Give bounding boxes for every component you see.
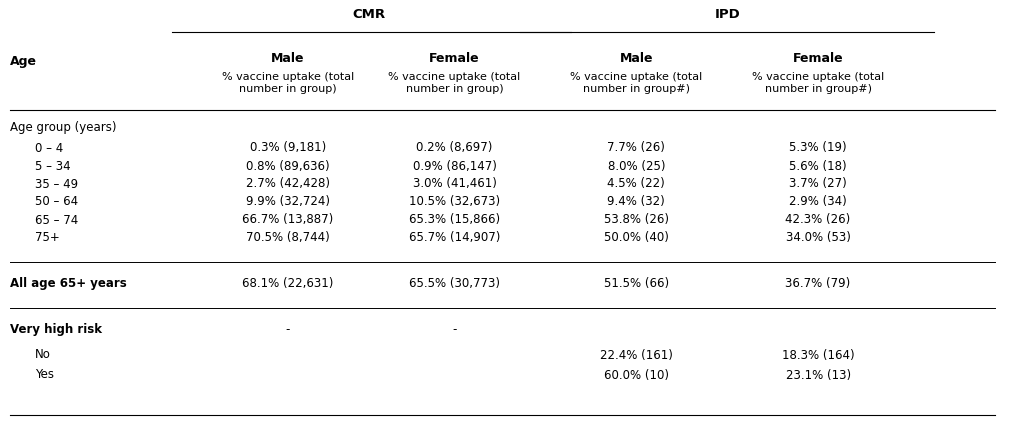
Text: 35 – 49: 35 – 49 [35, 178, 79, 190]
Text: 2.7% (42,428): 2.7% (42,428) [245, 178, 330, 190]
Text: 65.5% (30,773): 65.5% (30,773) [409, 276, 500, 290]
Text: 50.0% (40): 50.0% (40) [604, 231, 669, 245]
Text: % vaccine uptake (total
number in group#): % vaccine uptake (total number in group#… [571, 72, 702, 95]
Text: 65.7% (14,907): 65.7% (14,907) [409, 231, 500, 245]
Text: 5.6% (18): 5.6% (18) [789, 159, 847, 173]
Text: Female: Female [793, 52, 843, 65]
Text: 2.9% (34): 2.9% (34) [789, 196, 847, 208]
Text: 53.8% (26): 53.8% (26) [604, 213, 669, 227]
Text: 10.5% (32,673): 10.5% (32,673) [409, 196, 500, 208]
Text: 60.0% (10): 60.0% (10) [604, 368, 669, 382]
Text: IPD: IPD [714, 9, 740, 21]
Text: 0.8% (89,636): 0.8% (89,636) [246, 159, 329, 173]
Text: 9.9% (32,724): 9.9% (32,724) [245, 196, 330, 208]
Text: 75+: 75+ [35, 231, 61, 245]
Text: -: - [286, 323, 290, 337]
Text: CMR: CMR [352, 9, 385, 21]
Text: 65 – 74: 65 – 74 [35, 213, 79, 227]
Text: 66.7% (13,887): 66.7% (13,887) [242, 213, 333, 227]
Text: 0.2% (8,697): 0.2% (8,697) [416, 141, 493, 155]
Text: Very high risk: Very high risk [10, 323, 102, 337]
Text: 22.4% (161): 22.4% (161) [600, 348, 673, 362]
Text: Male: Male [619, 52, 653, 65]
Text: All age 65+ years: All age 65+ years [10, 276, 127, 290]
Text: % vaccine uptake (total
number in group): % vaccine uptake (total number in group) [222, 72, 354, 95]
Text: % vaccine uptake (total
number in group#): % vaccine uptake (total number in group#… [752, 72, 884, 95]
Text: % vaccine uptake (total
number in group): % vaccine uptake (total number in group) [389, 72, 520, 95]
Text: Age group (years): Age group (years) [10, 121, 116, 135]
Text: 51.5% (66): 51.5% (66) [604, 276, 669, 290]
Text: Female: Female [429, 52, 480, 65]
Text: 0 – 4: 0 – 4 [35, 141, 64, 155]
Text: 4.5% (22): 4.5% (22) [607, 178, 666, 190]
Text: 50 – 64: 50 – 64 [35, 196, 79, 208]
Text: 42.3% (26): 42.3% (26) [786, 213, 850, 227]
Text: -: - [452, 323, 457, 337]
Text: 3.0% (41,461): 3.0% (41,461) [412, 178, 497, 190]
Text: 36.7% (79): 36.7% (79) [786, 276, 850, 290]
Text: 8.0% (25): 8.0% (25) [608, 159, 665, 173]
Text: Age: Age [10, 55, 37, 69]
Text: Male: Male [271, 52, 305, 65]
Text: 70.5% (8,744): 70.5% (8,744) [246, 231, 329, 245]
Text: 7.7% (26): 7.7% (26) [607, 141, 666, 155]
Text: 65.3% (15,866): 65.3% (15,866) [409, 213, 500, 227]
Text: No: No [35, 348, 52, 362]
Text: 34.0% (53): 34.0% (53) [786, 231, 850, 245]
Text: 68.1% (22,631): 68.1% (22,631) [242, 276, 333, 290]
Text: 0.3% (9,181): 0.3% (9,181) [249, 141, 326, 155]
Text: Yes: Yes [35, 368, 55, 382]
Text: 23.1% (13): 23.1% (13) [786, 368, 850, 382]
Text: 5.3% (19): 5.3% (19) [789, 141, 847, 155]
Text: 3.7% (27): 3.7% (27) [789, 178, 847, 190]
Text: 0.9% (86,147): 0.9% (86,147) [412, 159, 497, 173]
Text: 9.4% (32): 9.4% (32) [607, 196, 666, 208]
Text: 18.3% (164): 18.3% (164) [782, 348, 854, 362]
Text: 5 – 34: 5 – 34 [35, 159, 71, 173]
